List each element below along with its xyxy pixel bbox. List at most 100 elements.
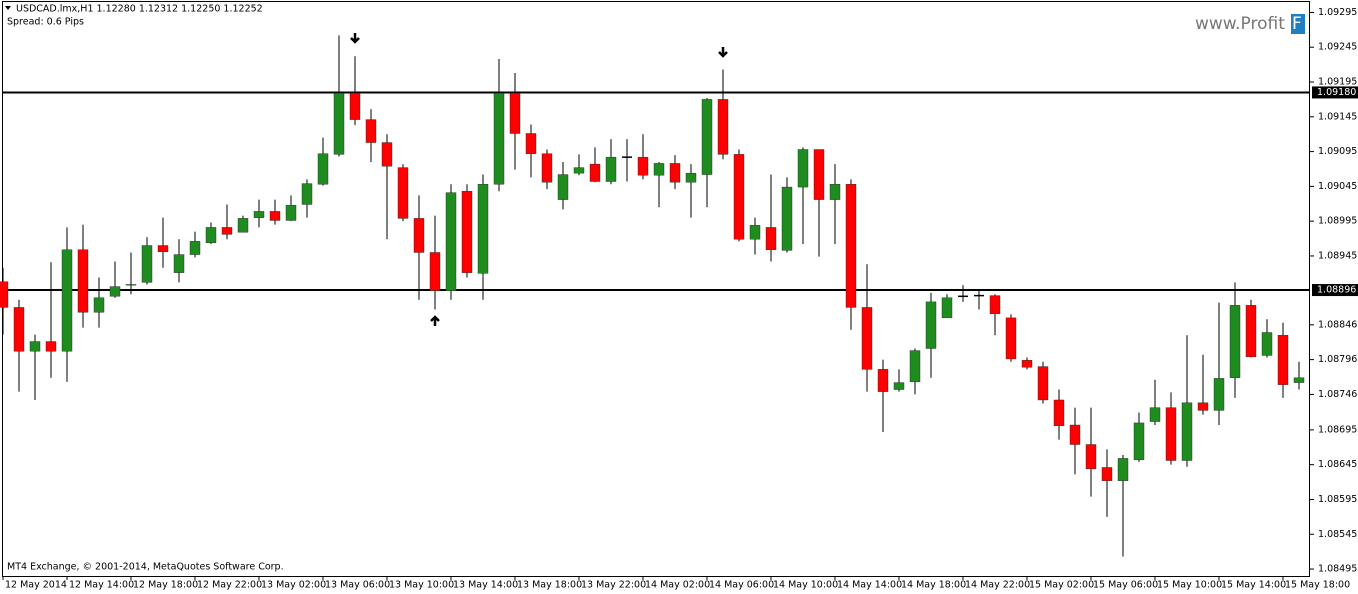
x-tick-label: 14 May 06:00 <box>709 580 774 591</box>
candle-body <box>749 225 761 240</box>
candle-body <box>477 184 489 274</box>
chart-subtitle: Spread: 0.6 Pips <box>7 17 84 28</box>
x-tick-label: 12 May 14:00 <box>69 580 134 591</box>
candle-body <box>157 245 169 252</box>
x-tick-label: 15 May 06:00 <box>1093 580 1158 591</box>
y-tick-label: 1.08945 <box>1318 250 1357 261</box>
candle-body <box>605 156 617 182</box>
candle-body <box>413 218 425 253</box>
y-tick-label: 1.08495 <box>1318 564 1357 575</box>
candle-body <box>109 286 121 297</box>
candle-body <box>429 252 441 291</box>
candle-body <box>1197 402 1209 411</box>
y-tick-label: 1.08645 <box>1318 459 1357 470</box>
x-tick-label: 13 May 14:00 <box>453 580 518 591</box>
x-tick-label: 12 May 18:00 <box>133 580 198 591</box>
y-tick-label: 1.09045 <box>1318 181 1357 192</box>
candle-body <box>557 174 569 200</box>
candle-body <box>253 211 265 218</box>
arrow-up <box>430 315 440 326</box>
candle-body <box>365 119 377 143</box>
candle-body <box>1021 360 1033 368</box>
candle-body <box>317 153 329 185</box>
y-tick-label: 1.08746 <box>1318 389 1357 400</box>
candle-body <box>509 92 521 134</box>
x-tick-label: 15 May 14:00 <box>1221 580 1286 591</box>
y-tick-label: 1.08695 <box>1318 424 1357 435</box>
y-tick-label: 1.08595 <box>1318 494 1357 505</box>
y-tick-label: 1.08545 <box>1318 529 1357 540</box>
chart-title: USDCAD.lmx,H1 1.12280 1.12312 1.12250 1.… <box>16 4 263 15</box>
candle-body <box>541 153 553 183</box>
candle-body <box>173 254 185 273</box>
candle-body <box>1117 458 1129 481</box>
candle-body <box>1149 407 1161 422</box>
x-tick-label: 15 May 18:00 <box>1285 580 1350 591</box>
watermark: www.Profit <box>1195 14 1285 34</box>
level-label: 1.08896 <box>1317 285 1356 296</box>
y-tick-label: 1.08846 <box>1318 319 1357 330</box>
candle-body <box>1293 377 1305 383</box>
x-tick-label: 13 May 02:00 <box>261 580 326 591</box>
candle-body <box>637 156 649 176</box>
candle-body <box>141 245 153 283</box>
candle-body <box>269 211 281 221</box>
candle-body <box>1261 332 1273 356</box>
candle-body <box>1101 467 1113 481</box>
level-label-box <box>1312 284 1358 297</box>
candle-body <box>13 307 25 352</box>
candle-body <box>45 341 57 352</box>
y-tick-label: 1.09095 <box>1318 146 1357 157</box>
candle-body <box>381 142 393 167</box>
candle-body <box>589 163 601 182</box>
candle-body <box>445 192 457 291</box>
y-tick-label: 1.09295 <box>1318 7 1357 18</box>
candle-body <box>653 163 665 176</box>
candle-body <box>1053 399 1065 426</box>
y-tick-label: 1.09245 <box>1318 42 1357 53</box>
candle-body <box>1165 407 1177 461</box>
candle-body <box>765 227 777 250</box>
level-label: 1.09180 <box>1317 87 1356 98</box>
candle-body <box>1133 422 1145 461</box>
candle-body <box>61 249 73 352</box>
candle-body <box>525 133 537 154</box>
candle-body <box>909 350 921 383</box>
candle-body <box>1037 366 1049 401</box>
candle-body <box>397 167 409 219</box>
candle-body <box>237 218 249 233</box>
candle-body <box>349 92 361 120</box>
candle-body <box>733 154 745 240</box>
menu-triangle <box>5 6 11 10</box>
x-tick-label: 14 May 10:00 <box>773 580 838 591</box>
candle-body <box>93 297 105 313</box>
x-tick-label: 12 May 2014 <box>5 580 67 591</box>
y-tick-label: 1.09145 <box>1318 111 1357 122</box>
candle-body <box>1069 424 1081 445</box>
candle-body <box>205 227 217 243</box>
candle-body <box>893 382 905 390</box>
x-tick-label: 13 May 10:00 <box>389 580 454 591</box>
candle-body <box>493 92 505 185</box>
x-tick-label: 13 May 06:00 <box>325 580 390 591</box>
x-tick-label: 13 May 18:00 <box>517 580 582 591</box>
candle-body <box>285 204 297 221</box>
candle-body <box>797 149 809 188</box>
candle-body <box>845 184 857 308</box>
candle-body <box>941 297 953 319</box>
y-tick-label: 1.09195 <box>1318 77 1357 88</box>
candle-body <box>1229 305 1241 378</box>
candle-body <box>813 149 825 200</box>
candle-body <box>701 99 713 175</box>
x-tick-label: 14 May 22:00 <box>965 580 1030 591</box>
candle-body <box>1181 402 1193 461</box>
candle-body <box>1245 305 1257 358</box>
candle-body <box>669 163 681 183</box>
x-tick-label: 14 May 14:00 <box>837 580 902 591</box>
candle-body <box>333 92 345 155</box>
candle-body <box>861 307 873 370</box>
candle-body <box>829 184 841 200</box>
